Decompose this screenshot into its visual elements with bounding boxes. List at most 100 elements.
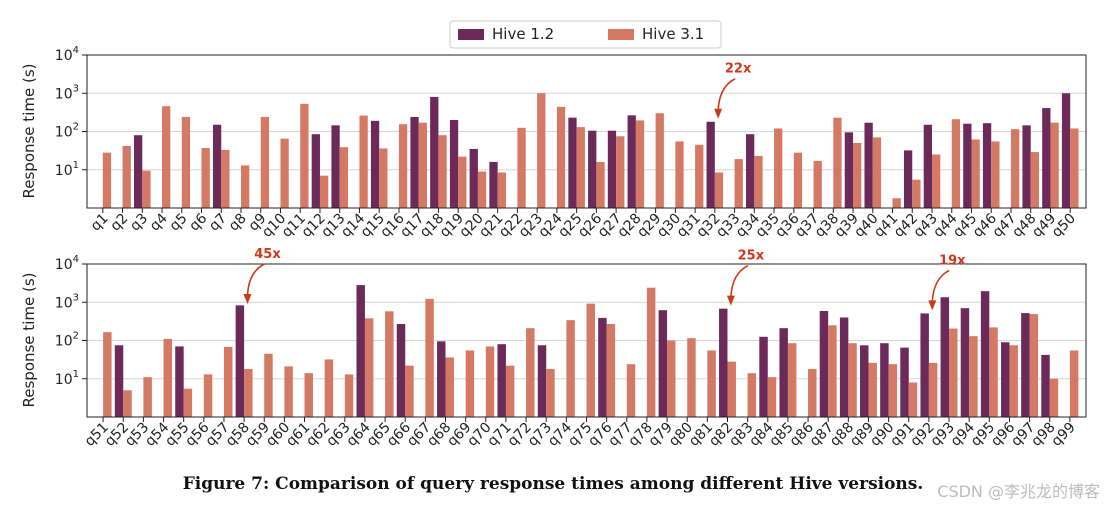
- bar-hive31-q17: [418, 122, 427, 208]
- bar-hive12-q89: [860, 345, 869, 417]
- bar-hive31-q41: [892, 198, 901, 208]
- bar-hive31-q43: [932, 154, 941, 208]
- bar-hive31-q60: [284, 366, 293, 417]
- bar-hive31-q95: [989, 327, 998, 417]
- bar-hive31-q6: [201, 148, 210, 208]
- bar-hive31-q31: [695, 144, 704, 208]
- figure-caption: Figure 7: Comparison of query response t…: [182, 474, 924, 494]
- y-axis-label-p2: Response time (s): [20, 273, 38, 408]
- legend-swatch-1: [458, 29, 484, 40]
- bar-hive31-q75: [586, 303, 595, 417]
- bar-hive12-q84: [759, 336, 768, 417]
- bar-hive31-q32: [714, 172, 724, 208]
- bar-hive31-q85: [787, 343, 797, 417]
- bar-hive31-q18: [438, 135, 447, 208]
- bar-hive31-q99: [1069, 350, 1079, 417]
- bar-hive31-q54: [163, 338, 172, 417]
- bar-hive12-q93: [940, 297, 950, 417]
- bar-hive31-q64: [364, 318, 374, 417]
- bar-hive12-q18: [430, 96, 439, 208]
- annotation-arrowhead-22x: [714, 108, 723, 119]
- bar-hive31-q15: [379, 148, 388, 208]
- bar-hive12-q82: [719, 308, 728, 417]
- bar-hive31-q57: [223, 346, 233, 417]
- bar-hive12-q3: [133, 135, 143, 208]
- bar-hive12-q46: [982, 123, 992, 208]
- bar-hive31-q52: [123, 390, 132, 417]
- bar-hive12-q48: [1022, 125, 1031, 208]
- bar-hive31-q39: [853, 143, 862, 208]
- bar-hive31-q20: [477, 171, 487, 208]
- bar-hive31-q9: [260, 116, 270, 208]
- chart: Hive 1.2 Hive 3.1101102103104q1q2q3q4q5q6…: [20, 20, 1087, 450]
- bar-hive12-q98: [1041, 354, 1050, 417]
- bar-hive31-q61: [304, 373, 313, 417]
- bar-hive31-q65: [385, 311, 394, 417]
- bar-hive12-q34: [746, 134, 755, 208]
- bar-hive31-q83: [747, 373, 757, 417]
- bar-hive31-q94: [969, 336, 978, 417]
- bar-hive12-q97: [1021, 313, 1030, 417]
- annotation-arrowhead-45x: [243, 294, 252, 304]
- bar-hive31-q46: [991, 141, 1000, 208]
- bar-hive31-q97: [1029, 314, 1039, 417]
- ytick-label-p1-3: 103: [55, 83, 79, 102]
- bar-hive12-q28: [627, 115, 636, 208]
- bar-hive12-q43: [923, 124, 932, 208]
- bar-hive31-q34: [754, 155, 763, 208]
- bar-hive12-q50: [1061, 93, 1071, 208]
- bar-hive31-q66: [405, 365, 414, 417]
- bar-hive31-q86: [808, 368, 817, 417]
- bar-hive31-q23: [537, 93, 546, 208]
- bar-hive12-q12: [311, 134, 320, 208]
- bar-hive31-q22: [517, 127, 526, 208]
- bar-hive31-q82: [727, 361, 736, 417]
- annotation-arrow-22x: [717, 78, 736, 111]
- legend-box: [449, 20, 722, 49]
- bar-hive31-q30: [675, 141, 684, 208]
- bar-hive31-q55: [183, 388, 193, 417]
- bar-hive31-q58: [244, 368, 253, 417]
- annotation-label-19x: 19x: [939, 253, 966, 268]
- annotation-arrow-25x: [730, 264, 749, 298]
- bar-hive31-q24: [556, 106, 566, 208]
- bar-hive31-q27: [616, 136, 625, 208]
- bar-hive31-q7: [221, 149, 230, 208]
- bar-hive31-q90: [888, 364, 898, 417]
- bar-hive31-q19: [458, 156, 467, 208]
- bar-hive31-q42: [912, 179, 921, 208]
- bar-hive31-q98: [1049, 378, 1059, 417]
- bar-hive31-q1: [102, 152, 112, 208]
- annotation-label-25x: 25x: [738, 249, 765, 264]
- bar-hive31-q92: [928, 362, 938, 417]
- annotation-arrowhead-25x: [726, 295, 735, 306]
- bar-hive31-q77: [626, 364, 636, 417]
- bar-hive31-q3: [142, 170, 151, 208]
- annotation-label-22x: 22x: [725, 62, 752, 77]
- bar-hive31-q38: [833, 117, 842, 208]
- bar-hive12-q7: [212, 124, 222, 208]
- bar-hive31-q26: [596, 161, 605, 208]
- ytick-label-p1-1: 101: [55, 160, 79, 179]
- bar-hive31-q74: [566, 320, 575, 417]
- bar-hive12-q96: [1001, 342, 1010, 417]
- annotation-arrow-19x: [931, 269, 950, 303]
- bar-hive31-q47: [1010, 129, 1020, 208]
- bar-hive31-q73: [546, 368, 555, 417]
- bar-hive12-q17: [410, 116, 419, 208]
- bar-hive12-q88: [839, 317, 849, 417]
- bar-hive12-q66: [396, 324, 406, 417]
- bar-hive31-q48: [1030, 152, 1040, 208]
- bar-hive12-q92: [920, 313, 929, 417]
- bar-hive31-q2: [122, 145, 131, 208]
- bar-hive31-q89: [868, 362, 877, 417]
- bar-hive12-q39: [844, 132, 854, 208]
- bar-hive31-q96: [1009, 345, 1018, 417]
- bar-hive12-q94: [960, 308, 970, 417]
- bar-hive31-q70: [485, 346, 495, 417]
- bar-hive31-q84: [767, 377, 777, 417]
- bar-hive31-q28: [635, 120, 645, 208]
- bar-hive31-q88: [848, 343, 857, 417]
- bar-hive31-q13: [339, 147, 348, 208]
- bar-hive12-q64: [356, 285, 365, 417]
